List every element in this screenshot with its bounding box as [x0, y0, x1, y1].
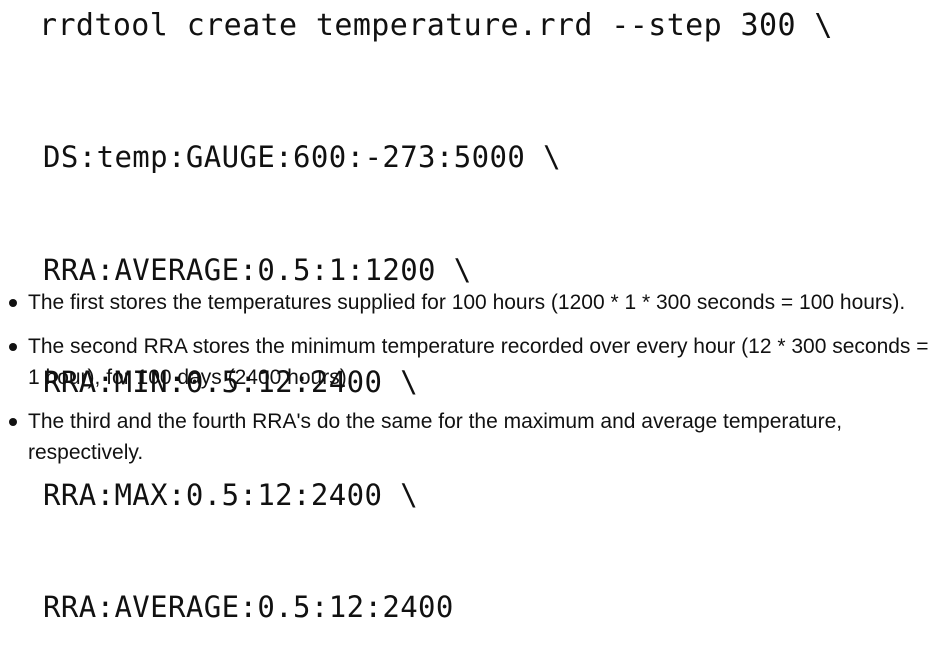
explanation-item-third: The third and the fourth RRA's do the sa… [0, 406, 942, 469]
bullet-dot-icon [9, 342, 17, 351]
bullet-dot-icon [9, 299, 17, 307]
explanation-text: The first stores the temperatures suppli… [28, 291, 906, 314]
explanation-list: The first stores the temperatures suppli… [0, 287, 942, 469]
explanation-text: The second RRA stores the minimum temper… [28, 334, 929, 390]
rrdtool-command-line: rrdtool create temperature.rrd --step 30… [39, 8, 833, 43]
code-line-ds: DS:temp:GAUGE:600:-273:5000 \ [43, 140, 561, 174]
explanation-text: The third and the fourth RRA's do the sa… [28, 409, 843, 465]
explanation-item-first: The first stores the temperatures suppli… [0, 287, 942, 319]
code-line-rra-average-12: RRA:AVERAGE:0.5:12:2400 [43, 590, 454, 624]
code-line-rra-min: RRA:MIN:0.5:12:2400 \ [43, 365, 419, 399]
code-line-rra-max: RRA:MAX:0.5:12:2400 \ [43, 477, 419, 512]
bullet-dot-icon [9, 417, 17, 426]
explanation-item-second: The second RRA stores the minimum temper… [0, 331, 942, 394]
code-line-rra-average-1: RRA:AVERAGE:0.5:1:1200 \ [43, 252, 472, 287]
